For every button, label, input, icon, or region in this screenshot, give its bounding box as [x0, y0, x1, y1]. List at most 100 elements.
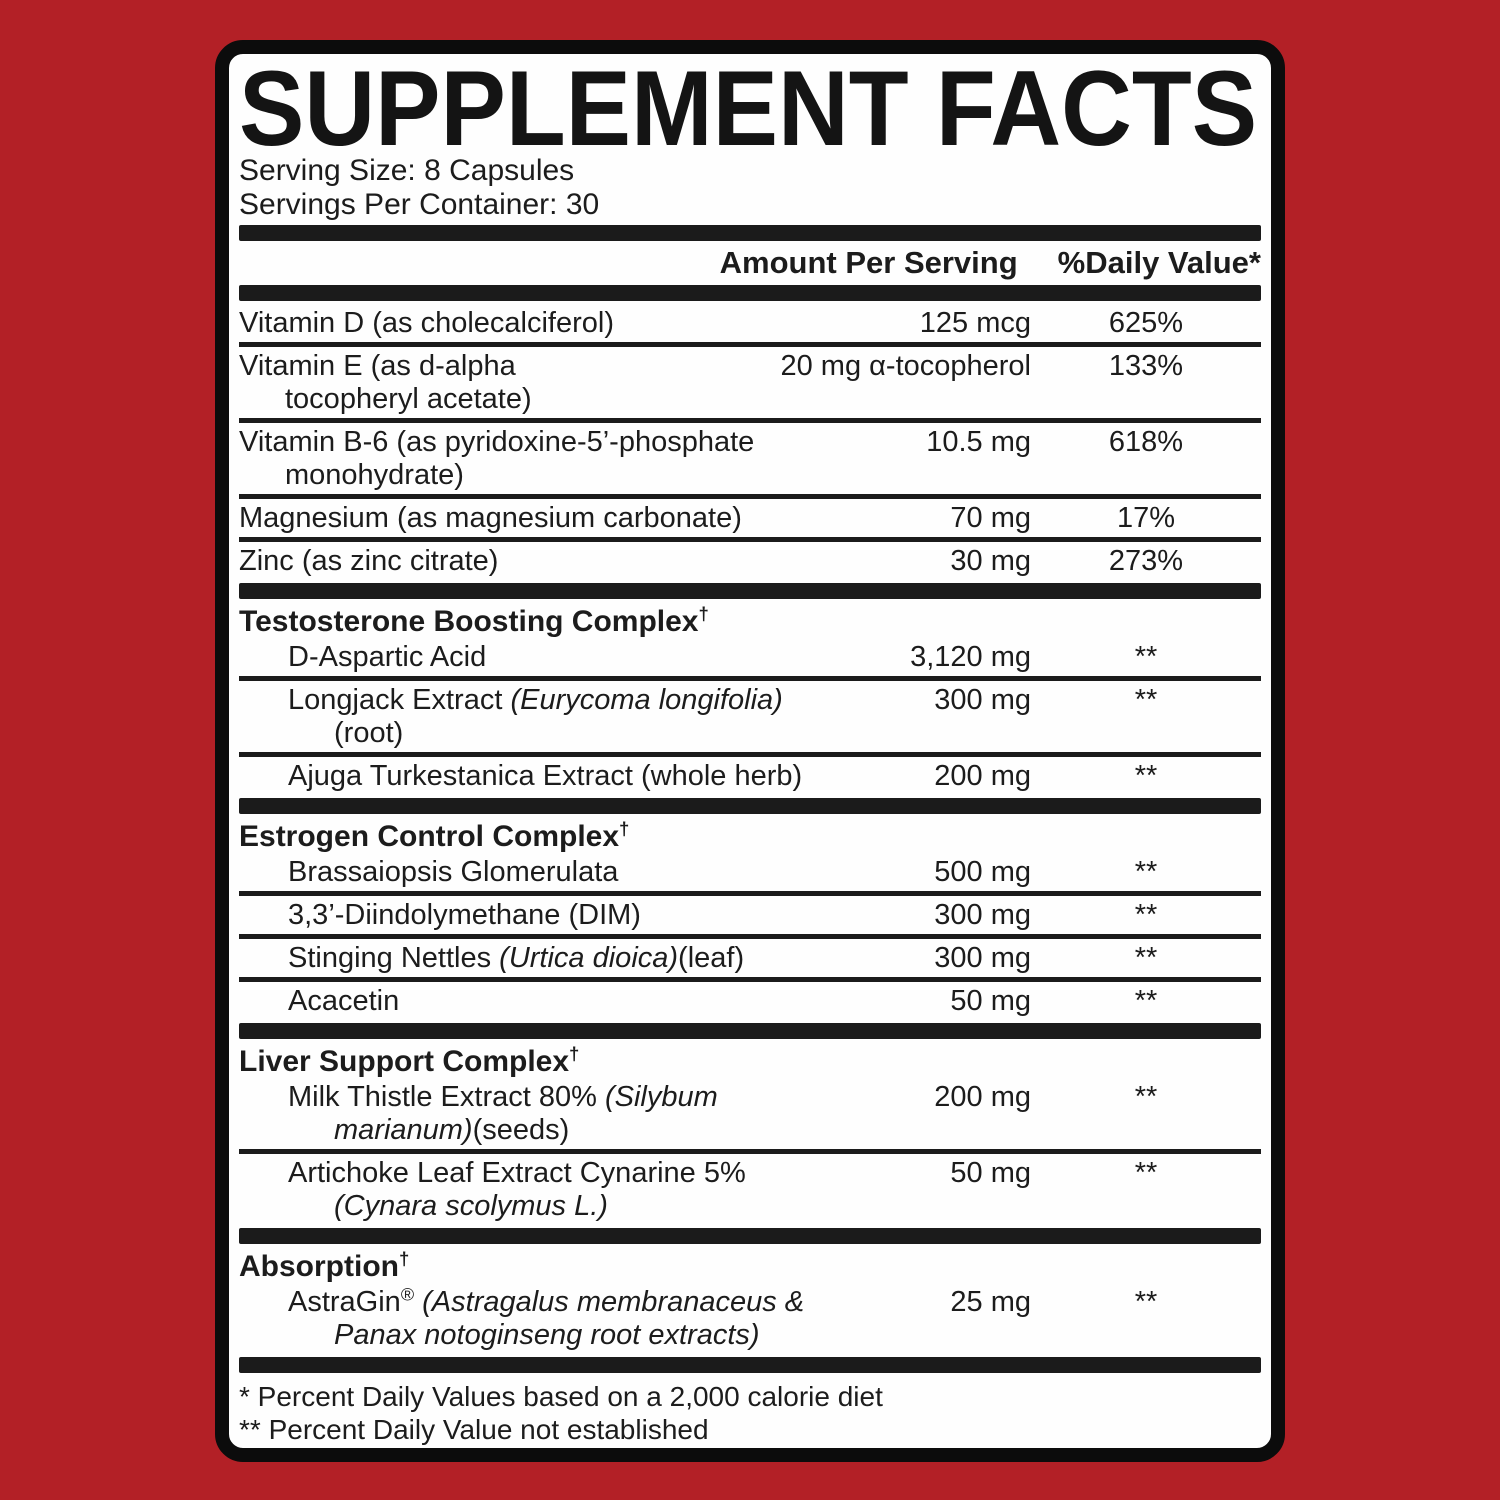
ingredient-daily-value: **	[1134, 985, 1158, 1017]
name-text: monohydrate)	[285, 459, 464, 491]
ingredient-name-line: marianum)(seeds)	[288, 1114, 948, 1147]
ingredient-daily-value: **	[1134, 760, 1158, 792]
row-separator	[239, 676, 1261, 681]
name-text: Zinc (as zinc citrate)	[239, 545, 499, 577]
row-separator	[239, 537, 1261, 542]
ingredient-amount: 200 mg	[934, 1081, 1031, 1113]
ingredient-name: Artichoke Leaf Extract Cynarine 5% (Cynar…	[239, 1157, 948, 1223]
ingredient-amount: 300 mg	[934, 942, 1031, 974]
footnote-daily-values: * Percent Daily Values based on a 2,000 …	[239, 1381, 883, 1412]
latin-name: (Cynara scolymus L.)	[334, 1190, 608, 1222]
ingredient-row: D-Aspartic Acid 3,120 mg **	[239, 638, 1261, 676]
ingredient-name: Magnesium (as magnesium carbonate)	[239, 502, 899, 535]
name-text: Longjack Extract	[288, 684, 511, 716]
ingredient-daily-value: 273%	[1108, 545, 1184, 577]
ingredient-name: Acacetin	[239, 985, 948, 1018]
registered-mark: ®	[400, 1284, 415, 1305]
name-text: (leaf)	[678, 942, 745, 974]
servings-per-container-line: Servings Per Container: 30	[239, 188, 600, 221]
ingredient-row: Acacetin 50 mg **	[239, 982, 1261, 1020]
column-header-row: Amount Per Serving %Daily Value*	[239, 244, 1261, 282]
ingredient-daily-value: **	[1134, 684, 1158, 716]
ingredient-row: Vitamin B-6 (as pyridoxine-5’-phosphate m…	[239, 423, 1261, 494]
name-text: Artichoke Leaf Extract Cynarine 5%	[288, 1157, 746, 1189]
name-text: Vitamin E (as d-alpha	[239, 350, 516, 382]
ingredient-amount: 200 mg	[934, 760, 1031, 792]
ingredient-name-line: Stinging Nettles (Urtica dioica)(leaf)	[288, 942, 948, 975]
ingredient-row: Stinging Nettles (Urtica dioica)(leaf) 30…	[239, 939, 1261, 977]
row-separator	[239, 342, 1261, 347]
ingredient-daily-value: 618%	[1108, 426, 1184, 458]
ingredient-row: Vitamin E (as d-alpha tocopheryl acetate)…	[239, 347, 1261, 418]
name-text	[414, 1286, 422, 1318]
ingredient-name: AstraGin® (Astragalus membranaceus & Pana…	[239, 1284, 948, 1352]
ingredient-daily-value: **	[1134, 1081, 1158, 1113]
ingredient-rows: Vitamin D (as cholecalciferol) 125 mcg 625…	[239, 304, 1261, 1373]
ingredient-name: Vitamin D (as cholecalciferol)	[239, 307, 899, 340]
ingredient-name: Longjack Extract (Eurycoma longifolia) (r…	[239, 684, 948, 750]
ingredient-name-line: Zinc (as zinc citrate)	[239, 545, 899, 578]
ingredient-amount: 300 mg	[934, 684, 1031, 716]
section-title: Testosterone Boosting Complex	[239, 605, 699, 638]
dagger-mark: †	[398, 1248, 410, 1269]
ingredient-name-line: Acacetin	[288, 985, 948, 1018]
ingredient-daily-value: **	[1134, 899, 1158, 931]
ingredient-name: Vitamin E (as d-alpha tocopheryl acetate)	[239, 350, 899, 416]
dagger-mark: †	[619, 818, 630, 839]
ingredient-name-line: Vitamin D (as cholecalciferol)	[239, 307, 899, 340]
ingredient-name-line: Artichoke Leaf Extract Cynarine 5%	[288, 1157, 948, 1190]
ingredient-name-line: Ajuga Turkestanica Extract (whole herb)	[288, 760, 948, 793]
ingredient-row: Zinc (as zinc citrate) 30 mg 273%	[239, 542, 1261, 580]
name-text: Vitamin D (as cholecalciferol)	[239, 307, 614, 339]
footnotes: * Percent Daily Values based on a 2,000 …	[239, 1376, 1261, 1446]
ingredient-name: 3,3’-Diindolymethane (DIM)	[239, 899, 948, 932]
supplement-facts-panel: SUPPLEMENT FACTS Serving Size: 8 Capsule…	[215, 40, 1285, 1462]
ingredient-name-line: Magnesium (as magnesium carbonate)	[239, 502, 899, 535]
ingredient-name-line: AstraGin® (Astragalus membranaceus &	[288, 1284, 948, 1319]
section-header: Liver Support Complex†	[239, 1042, 1261, 1078]
ingredient-row: Magnesium (as magnesium carbonate) 70 mg 1…	[239, 499, 1261, 537]
section-title: Liver Support Complex	[239, 1045, 570, 1078]
row-separator	[239, 977, 1261, 982]
section-header: Absorption†	[239, 1247, 1261, 1283]
ingredient-daily-value: 625%	[1108, 307, 1184, 339]
dagger-mark: †	[569, 1043, 580, 1064]
row-separator	[239, 494, 1261, 499]
section-title: Estrogen Control Complex	[239, 820, 620, 853]
ingredient-amount: 50 mg	[950, 985, 1031, 1017]
ingredient-name: D-Aspartic Acid	[239, 641, 948, 674]
ingredient-name-line: Milk Thistle Extract 80% (Silybum	[288, 1081, 948, 1114]
name-text: Ajuga Turkestanica Extract (whole herb)	[288, 760, 803, 792]
name-text: Vitamin B-6 (as pyridoxine-5’-phosphate	[239, 426, 755, 458]
ingredient-amount: 50 mg	[950, 1157, 1031, 1189]
divider-bar-top	[239, 225, 1261, 241]
divider-bar	[239, 1023, 1261, 1039]
latin-name: (Silybum	[604, 1081, 718, 1113]
serving-size-line: Serving Size: 8 Capsules	[239, 154, 575, 187]
ingredient-name: Milk Thistle Extract 80% (Silybum marianu…	[239, 1081, 948, 1147]
ingredient-name-line: Vitamin B-6 (as pyridoxine-5’-phosphate	[239, 426, 899, 459]
divider-bar-under-header	[239, 285, 1261, 301]
ingredient-amount: 300 mg	[934, 899, 1031, 931]
footnote-not-established: ** Percent Daily Value not established	[239, 1414, 709, 1445]
name-text: Stinging Nettles	[288, 942, 500, 974]
dagger-mark: †	[698, 603, 709, 624]
divider-bar	[239, 1228, 1261, 1244]
ingredient-name-line: (Cynara scolymus L.)	[288, 1190, 948, 1223]
row-separator	[239, 891, 1261, 896]
ingredient-daily-value: 17%	[1116, 502, 1176, 534]
supplement-facts-title-text: SUPPLEMENT FACTS	[239, 62, 1257, 154]
name-text: tocopheryl acetate)	[285, 383, 532, 415]
divider-bar	[239, 1357, 1261, 1373]
ingredient-daily-value: **	[1134, 1286, 1158, 1318]
name-text: Acacetin	[288, 985, 400, 1017]
daily-value-header: %Daily Value*	[1057, 245, 1261, 280]
ingredient-name-line: Longjack Extract (Eurycoma longifolia)	[288, 684, 948, 717]
ingredient-name-line: tocopheryl acetate)	[239, 383, 899, 416]
row-separator	[239, 1149, 1261, 1154]
name-text: 3,3’-Diindolymethane (DIM)	[288, 899, 641, 931]
ingredient-daily-value: **	[1134, 856, 1158, 888]
supplement-facts-title: SUPPLEMENT FACTS	[239, 62, 1257, 154]
ingredient-row: Longjack Extract (Eurycoma longifolia) (r…	[239, 681, 1261, 752]
